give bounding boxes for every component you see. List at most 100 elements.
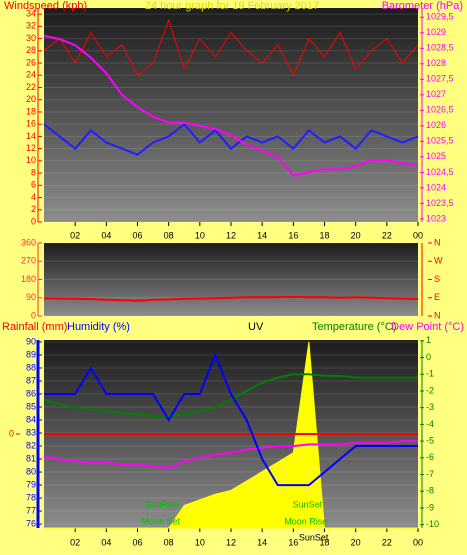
tick-label: 0 xyxy=(9,428,14,438)
tick-label: 1023,5 xyxy=(426,198,454,208)
tick-label: -4 xyxy=(426,419,434,429)
tick-label: 30 xyxy=(26,33,36,43)
tick-label: 1023 xyxy=(426,213,446,223)
tick-label: 1029 xyxy=(426,27,446,37)
tick-label: 79 xyxy=(26,479,36,489)
tick-label: 0 xyxy=(426,352,431,362)
tick-label: 24 xyxy=(26,70,36,80)
tick-label: 8 xyxy=(31,167,36,177)
annotation: SunRise xyxy=(145,499,179,509)
x-tick-label: 02 xyxy=(70,537,80,547)
tick-label: -3 xyxy=(426,402,434,412)
annotation: Moon Rise xyxy=(284,516,327,526)
tick-label: 1029,5 xyxy=(426,12,454,22)
x-tick-label: 04 xyxy=(101,230,111,240)
tick-label: 6 xyxy=(31,180,36,190)
x-tick-label: 14 xyxy=(257,230,267,240)
x-tick-label: 22 xyxy=(382,230,392,240)
tick-label: 87 xyxy=(26,375,36,385)
x-tick-label: 18 xyxy=(319,230,329,240)
axis-label: Barometer (hPa) xyxy=(382,0,463,12)
axis-label: Dew Point (°C) xyxy=(391,321,464,333)
uv-area xyxy=(44,341,418,529)
x-tick-label: 02 xyxy=(70,230,80,240)
tick-label: -5 xyxy=(426,435,434,445)
tick-label: 81 xyxy=(26,453,36,463)
tick-label: 1027 xyxy=(426,89,446,99)
series-line xyxy=(43,440,418,469)
tick-label: 16 xyxy=(26,119,36,129)
tick-label: 1026 xyxy=(426,120,446,130)
tick-label: 270 xyxy=(21,256,36,266)
tick-label: 18 xyxy=(26,106,36,116)
tick-label: N xyxy=(434,310,441,320)
tick-label: 28 xyxy=(26,45,36,55)
tick-label: 32 xyxy=(26,21,36,31)
tick-label: -10 xyxy=(426,519,439,529)
tick-label: 90 xyxy=(26,336,36,346)
tick-label: -2 xyxy=(426,385,434,395)
axis-label: Windspeed (kph) xyxy=(4,0,87,12)
tick-label: 1025 xyxy=(426,151,446,161)
tick-label: N xyxy=(434,237,441,247)
tick-label: 77 xyxy=(26,505,36,515)
tick-label: -8 xyxy=(426,486,434,496)
x-tick-label: 12 xyxy=(226,230,236,240)
x-tick-label: 04 xyxy=(101,537,111,547)
tick-label: 1024,5 xyxy=(426,167,454,177)
tick-label: 0 xyxy=(31,216,36,226)
tick-label: 85 xyxy=(26,401,36,411)
annotation: SunSet xyxy=(293,499,323,509)
tick-label: 1026,5 xyxy=(426,105,454,115)
tick-label: 88 xyxy=(26,362,36,372)
tick-label: 20 xyxy=(26,94,36,104)
tick-label: 90 xyxy=(26,292,36,302)
x-tick-label: 20 xyxy=(351,537,361,547)
x-tick-label: 20 xyxy=(351,230,361,240)
tick-label: 34 xyxy=(26,8,36,18)
series-line xyxy=(43,373,418,417)
x-tick-label: 16 xyxy=(288,230,298,240)
series-line xyxy=(43,34,419,177)
tick-label: 1027,5 xyxy=(426,74,454,84)
plot-area xyxy=(44,8,418,222)
tick-label: 84 xyxy=(26,414,36,424)
series-line xyxy=(43,122,419,156)
tick-label: S xyxy=(434,274,440,284)
tick-label: 2 xyxy=(31,204,36,214)
tick-label: 26 xyxy=(26,57,36,67)
series-line xyxy=(43,295,419,302)
x-tick-label: 00 xyxy=(413,230,423,240)
plot-area xyxy=(44,243,418,316)
tick-label: 83 xyxy=(26,427,36,437)
tick-label: 1 xyxy=(426,335,431,345)
tick-label: 80 xyxy=(26,466,36,476)
tick-label: 76 xyxy=(26,518,36,528)
tick-label: 86 xyxy=(26,388,36,398)
x-tick-label: 08 xyxy=(164,537,174,547)
tick-label: 1024 xyxy=(426,182,446,192)
x-tick-label: 10 xyxy=(195,230,205,240)
axis-label: Rainfall (mm) xyxy=(2,321,67,333)
series-line xyxy=(43,18,419,77)
tick-label: -9 xyxy=(426,502,434,512)
tick-label: 78 xyxy=(26,492,36,502)
tick-label: 12 xyxy=(26,143,36,153)
x-tick-label: 22 xyxy=(382,537,392,547)
tick-label: 89 xyxy=(26,349,36,359)
tick-label: 10 xyxy=(26,155,36,165)
annotation: SunSet xyxy=(299,532,329,542)
x-tick-label: 18 xyxy=(319,537,329,547)
tick-label: 82 xyxy=(26,440,36,450)
tick-label: W xyxy=(434,256,443,266)
tick-label: 1028 xyxy=(426,58,446,68)
tick-label: 360 xyxy=(21,237,36,247)
chart-title: 24 hour graph for 19 February 2017 xyxy=(145,0,319,12)
tick-label: -1 xyxy=(426,369,434,379)
x-tick-label: 14 xyxy=(257,537,267,547)
series-line xyxy=(44,352,418,487)
x-tick-label: 00 xyxy=(413,537,423,547)
x-tick-label: 08 xyxy=(164,230,174,240)
tick-label: 0 xyxy=(31,310,36,320)
